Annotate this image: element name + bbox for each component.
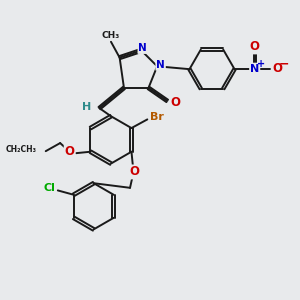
Text: O: O <box>129 165 140 178</box>
Text: Br: Br <box>150 112 164 122</box>
Text: O: O <box>250 40 260 53</box>
Text: +: + <box>257 59 265 69</box>
Text: N: N <box>156 60 165 70</box>
Text: CH₃: CH₃ <box>102 31 120 40</box>
Text: H: H <box>82 102 91 112</box>
Text: O: O <box>65 145 75 158</box>
Text: O: O <box>272 62 282 75</box>
Text: −: − <box>279 58 290 71</box>
Text: N: N <box>250 64 260 74</box>
Text: N: N <box>138 43 147 53</box>
Text: Cl: Cl <box>44 182 56 193</box>
Text: O: O <box>170 96 180 109</box>
Text: CH₂CH₃: CH₂CH₃ <box>6 145 37 154</box>
